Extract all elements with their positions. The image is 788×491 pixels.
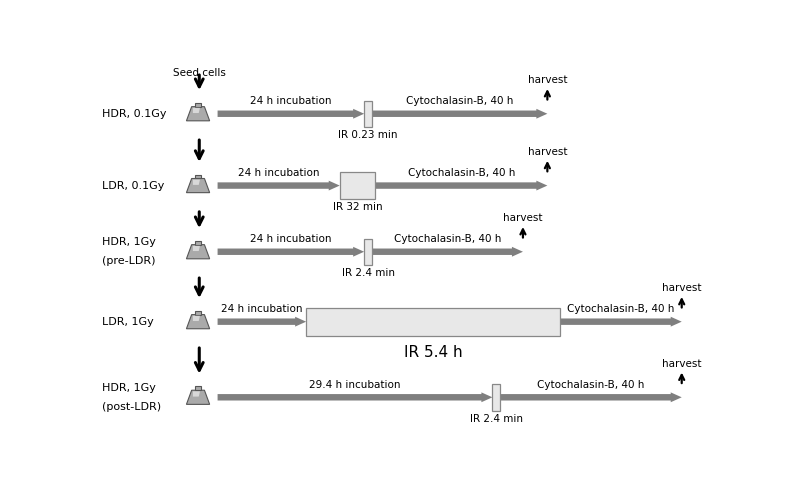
FancyArrow shape (217, 247, 364, 257)
FancyArrow shape (559, 317, 682, 327)
Text: HDR, 1Gy: HDR, 1Gy (102, 383, 155, 393)
Text: Seed cells: Seed cells (173, 68, 225, 79)
Text: Cytochalasin-B, 40 h: Cytochalasin-B, 40 h (394, 234, 501, 244)
Text: Cytochalasin-B, 40 h: Cytochalasin-B, 40 h (567, 304, 675, 314)
Polygon shape (193, 246, 200, 251)
Polygon shape (187, 245, 210, 259)
FancyArrow shape (372, 109, 548, 119)
FancyArrow shape (217, 392, 492, 402)
Text: 29.4 h incubation: 29.4 h incubation (309, 380, 401, 389)
Text: HDR, 1Gy: HDR, 1Gy (102, 237, 155, 247)
Text: Cytochalasin-B, 40 h: Cytochalasin-B, 40 h (406, 96, 514, 106)
Text: 24 h incubation: 24 h incubation (238, 168, 319, 178)
Polygon shape (187, 107, 210, 121)
Text: harvest: harvest (528, 147, 567, 157)
Text: IR 2.4 min: IR 2.4 min (342, 268, 395, 278)
Text: harvest: harvest (662, 283, 701, 293)
Text: Cytochalasin-B, 40 h: Cytochalasin-B, 40 h (537, 380, 645, 389)
Polygon shape (193, 108, 200, 113)
Polygon shape (193, 316, 200, 321)
FancyArrow shape (217, 181, 340, 191)
Text: (post-LDR): (post-LDR) (102, 402, 161, 412)
Bar (195, 175, 201, 179)
Text: IR 2.4 min: IR 2.4 min (470, 413, 523, 424)
Polygon shape (187, 315, 210, 329)
Bar (364, 239, 372, 265)
Text: 24 h incubation: 24 h incubation (250, 234, 332, 244)
Bar (195, 103, 201, 107)
Bar (195, 241, 201, 245)
Text: LDR, 0.1Gy: LDR, 0.1Gy (102, 181, 164, 191)
FancyArrow shape (217, 317, 306, 327)
Bar (195, 386, 201, 390)
Text: 24 h incubation: 24 h incubation (221, 304, 303, 314)
Polygon shape (193, 391, 200, 397)
FancyArrow shape (217, 109, 364, 119)
Polygon shape (193, 180, 200, 185)
FancyArrow shape (500, 392, 682, 402)
Text: Cytochalasin-B, 40 h: Cytochalasin-B, 40 h (407, 168, 515, 178)
Text: HDR, 0.1Gy: HDR, 0.1Gy (102, 109, 166, 119)
Text: harvest: harvest (528, 76, 567, 85)
Text: harvest: harvest (504, 214, 543, 223)
Text: (pre-LDR): (pre-LDR) (102, 256, 155, 266)
Bar (340, 172, 375, 199)
Text: IR 0.23 min: IR 0.23 min (338, 130, 398, 140)
Text: 24 h incubation: 24 h incubation (250, 96, 332, 106)
Bar (364, 101, 372, 127)
Text: IR 32 min: IR 32 min (333, 202, 382, 212)
Polygon shape (187, 179, 210, 192)
Polygon shape (187, 390, 210, 405)
Bar (195, 311, 201, 315)
Text: harvest: harvest (662, 359, 701, 369)
FancyArrow shape (375, 181, 548, 191)
Text: LDR, 1Gy: LDR, 1Gy (102, 317, 154, 327)
Bar (306, 307, 559, 336)
Text: IR 5.4 h: IR 5.4 h (403, 345, 463, 360)
FancyArrow shape (372, 247, 523, 257)
Bar (492, 384, 500, 410)
